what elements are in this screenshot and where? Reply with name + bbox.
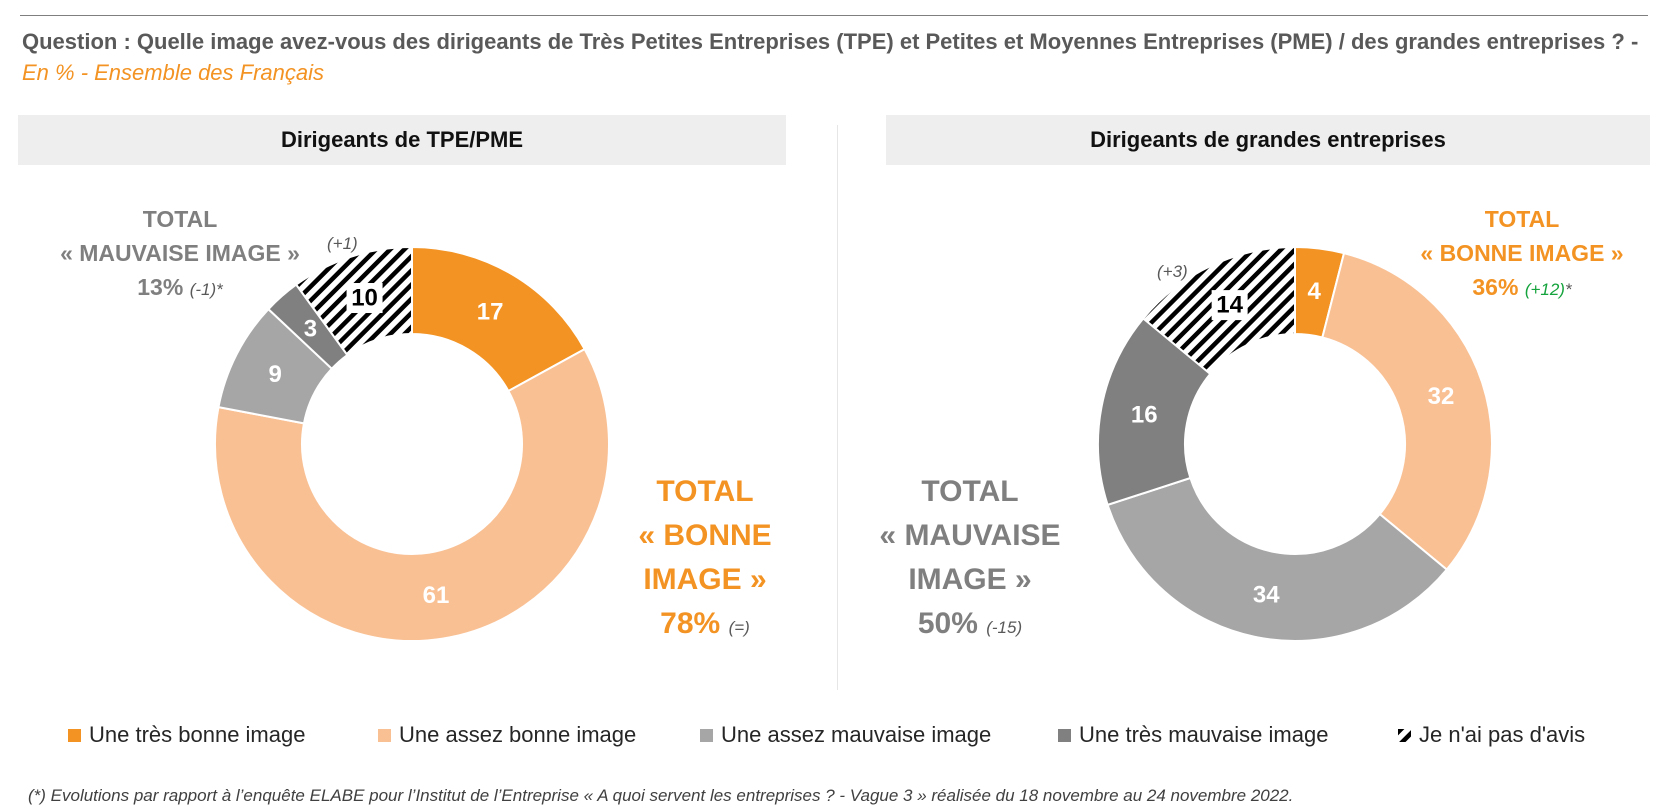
total-mauvaise-right-evolution: (-15): [986, 618, 1023, 637]
legend-item-sans-avis: Je n'ai pas d'avis: [1398, 722, 1585, 748]
legend-label-assez-bonne: Une assez bonne image: [399, 722, 637, 747]
legend-swatch-tres-mauvaise: [1058, 728, 1071, 742]
donut-value-grandes-entreprises-sans-avis: 14: [1216, 292, 1243, 319]
total-mauvaise-right-line3: IMAGE »: [908, 563, 1032, 596]
legend-item-tres-bonne: Une très bonne image: [68, 722, 305, 748]
legend-item-assez-bonne: Une assez bonne image: [378, 722, 636, 748]
donut-slice-tpe-pme-assez-bonne: [214, 347, 610, 642]
sans-avis-right-evolution: (+3): [1157, 262, 1188, 281]
panel-divider: [837, 125, 838, 690]
total-bonne-left-line1: TOTAL: [656, 475, 754, 508]
legend-swatch-assez-bonne: [378, 728, 391, 742]
donut-value-grandes-entreprises-tres-bonne: 4: [1308, 278, 1322, 305]
donut-label-bg-tpe-pme-sans-avis: [346, 283, 383, 314]
donut-value-grandes-entreprises-assez-mauvaise: 34: [1253, 581, 1280, 608]
legend: Une très bonne image Une assez bonne ima…: [0, 722, 1664, 762]
total-bonne-left: TOTAL « BONNE IMAGE » 78% (=): [620, 470, 790, 650]
panel-title-grandes-entreprises: Dirigeants de grandes entreprises: [886, 115, 1650, 165]
legend-label-assez-mauvaise: Une assez mauvaise image: [721, 722, 992, 747]
legend-swatch-assez-mauvaise: [700, 728, 713, 742]
total-bonne-right-line2: « BONNE IMAGE »: [1420, 240, 1624, 266]
legend-label-sans-avis: Je n'ai pas d'avis: [1419, 722, 1586, 747]
total-mauvaise-right: TOTAL « MAUVAISE IMAGE » 50% (-15): [860, 470, 1080, 650]
top-rule: [20, 15, 1648, 16]
footnote-start: (*) Evolutions par rapport à l’enquête E…: [28, 786, 598, 805]
total-bonne-right-evolution: (+12): [1524, 280, 1565, 299]
donut-value-grandes-entreprises-tres-mauvaise: 16: [1131, 402, 1158, 429]
donut-value-tpe-pme-assez-mauvaise: 9: [269, 361, 282, 388]
legend-item-assez-mauvaise: Une assez mauvaise image: [700, 722, 991, 748]
donut-chart-tpe-pme: 17 61 93 10: [214, 245, 610, 642]
total-bonne-right-evolution-star: *: [1564, 280, 1572, 299]
total-mauvaise-left-value: 13%: [137, 274, 184, 300]
total-mauvaise-left: TOTAL « MAUVAISE IMAGE » 13% (-1)*: [15, 202, 345, 307]
donut-chart-grandes-entreprises: 4 32 34 16 14: [1097, 245, 1493, 642]
panel-title-tpe-pme: Dirigeants de TPE/PME: [18, 115, 786, 165]
footnote-end: » réalisée du 18 novembre au 24 novembre…: [912, 786, 1294, 805]
donut-value-tpe-pme-sans-avis: 10: [351, 285, 378, 312]
total-mauvaise-left-line2: « MAUVAISE IMAGE »: [60, 240, 300, 266]
total-mauvaise-left-evolution: (-1)*: [189, 280, 223, 299]
total-bonne-left-line2: « BONNE: [638, 519, 772, 552]
legend-label-tres-mauvaise: Une très mauvaise image: [1079, 722, 1329, 747]
footnote-survey-title: A quoi servent les entreprises ? - Vague…: [597, 786, 913, 805]
total-bonne-right: TOTAL « BONNE IMAGE » 36% (+12)*: [1402, 202, 1642, 307]
total-mauvaise-left-line1: TOTAL: [142, 206, 218, 232]
donut-value-tpe-pme-assez-bonne: 61: [423, 582, 450, 609]
total-bonne-left-value: 78%: [660, 607, 721, 640]
donut-label-bg-grandes-entreprises-sans-avis: [1211, 290, 1248, 321]
sans-avis-left-evolution: (+1): [327, 234, 358, 253]
total-bonne-right-value: 36%: [1472, 274, 1519, 300]
legend-swatch-tres-bonne: [68, 728, 81, 742]
question-label: Question : Quelle image avez-vous des di…: [22, 29, 1639, 54]
donut-value-tpe-pme-tres-mauvaise: 3: [304, 315, 317, 342]
total-mauvaise-right-line2: « MAUVAISE: [879, 519, 1061, 552]
total-bonne-left-line3: IMAGE »: [643, 563, 767, 596]
question-text: Question : Quelle image avez-vous des di…: [22, 26, 1642, 88]
donut-value-grandes-entreprises-assez-bonne: 32: [1428, 383, 1455, 410]
total-mauvaise-right-value: 50%: [917, 607, 978, 640]
total-mauvaise-right-line1: TOTAL: [921, 475, 1019, 508]
legend-item-tres-mauvaise: Une très mauvaise image: [1058, 722, 1328, 748]
legend-label-tres-bonne: Une très bonne image: [89, 722, 306, 747]
total-bonne-left-evolution: (=): [728, 618, 750, 637]
donut-value-tpe-pme-tres-bonne: 17: [477, 298, 504, 325]
question-subtitle: En % - Ensemble des Français: [22, 60, 325, 85]
footnote: (*) Evolutions par rapport à l’enquête E…: [28, 786, 1293, 806]
total-bonne-right-line1: TOTAL: [1484, 206, 1560, 232]
legend-swatch-sans-avis: [1398, 728, 1411, 742]
donut-slice-grandes-entreprises-assez-bonne: [1321, 251, 1493, 571]
donut-slice-grandes-entreprises-assez-mauvaise: [1106, 476, 1449, 642]
